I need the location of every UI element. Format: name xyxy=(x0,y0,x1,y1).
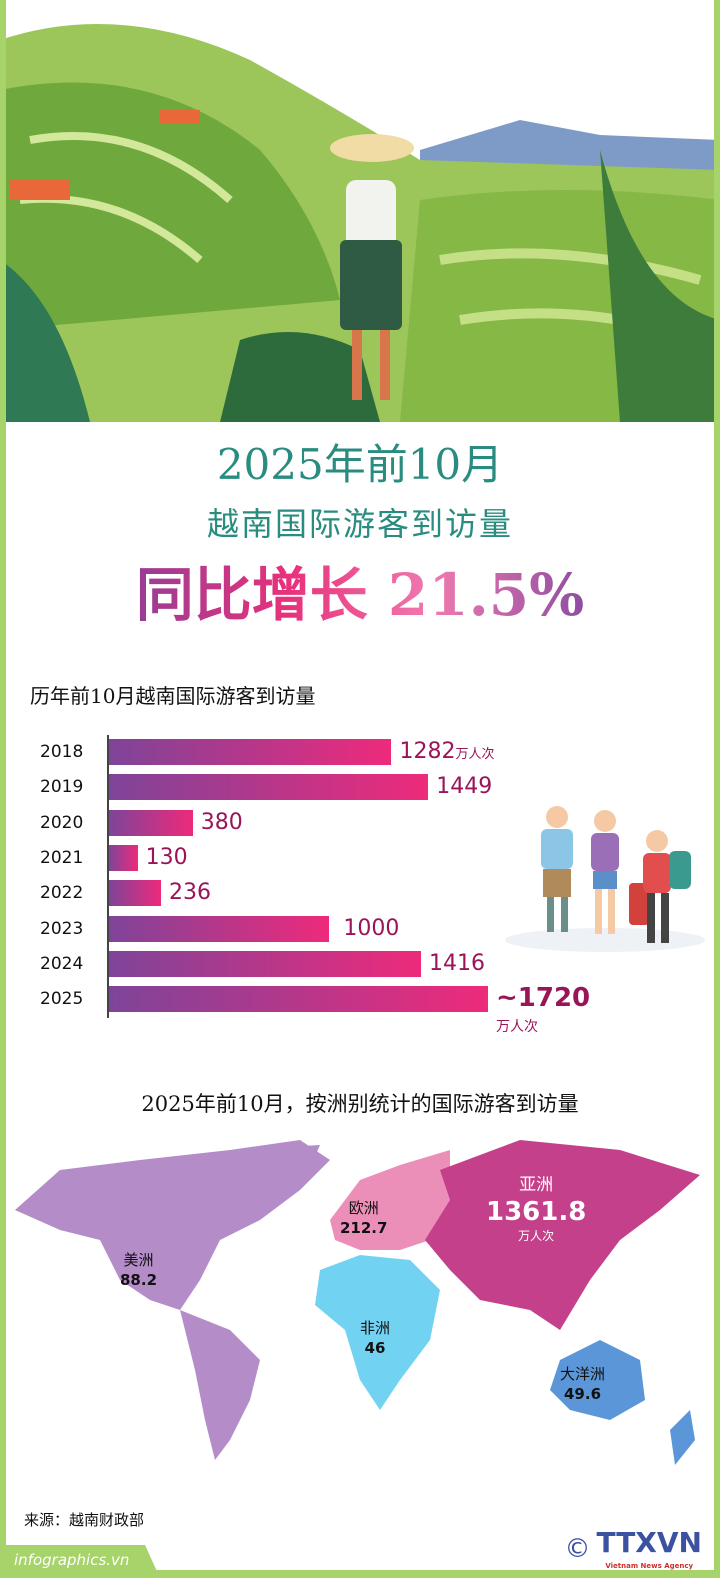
value-label: 130 xyxy=(145,844,188,870)
logo-name: TTXVN xyxy=(596,1526,702,1559)
label-europe: 欧洲 212.7 xyxy=(340,1199,388,1237)
hero-illustration xyxy=(0,0,720,422)
year-label: 2022 xyxy=(40,883,84,904)
label-oceania: 大洋洲 49.6 xyxy=(560,1365,606,1403)
year-label: 2025 xyxy=(40,989,84,1010)
bar-2025 xyxy=(109,986,488,1013)
tourists-illustration xyxy=(505,806,705,952)
year-label: 2018 xyxy=(40,742,84,762)
label-africa: 非洲 46 xyxy=(360,1319,391,1357)
value-label: 1000 xyxy=(343,915,400,941)
chart-title: 历年前10月越南国际游客到访量 xyxy=(30,684,316,708)
value-label: 1282万人次 xyxy=(399,739,495,764)
value-label: 1416 xyxy=(429,950,485,976)
bar-2020 xyxy=(109,809,193,836)
value-label: ~1720 xyxy=(496,983,591,1014)
unit-label: 万人次 xyxy=(496,1019,538,1036)
year-label: 2024 xyxy=(40,953,84,974)
site-tab[interactable]: infographics.vn xyxy=(0,1545,160,1578)
bar-2018 xyxy=(109,739,392,765)
bar-2024 xyxy=(109,950,421,977)
label-americas: 美洲 88.2 xyxy=(120,1251,158,1289)
value-label: 1449 xyxy=(436,774,493,800)
region-oceania xyxy=(550,1340,695,1465)
value-label: 380 xyxy=(200,809,243,835)
region-europe xyxy=(330,1150,450,1250)
bar-2019 xyxy=(109,774,429,801)
region-africa xyxy=(315,1255,440,1410)
region-asia xyxy=(425,1140,700,1330)
year-label: 2019 xyxy=(40,777,84,798)
year-label: 2021 xyxy=(40,847,84,868)
unit-label: 万人次 xyxy=(455,747,495,762)
region-americas xyxy=(15,1140,330,1460)
world-map: 美洲 88.2 欧洲 212.7 亚洲 1361.8 万人次 非洲 46 大洋洲 49.6 xyxy=(0,1130,720,1470)
bar-2023 xyxy=(109,915,330,942)
bar-chart: 2018 1282万人次 2019 1449 2020 380 2021 130 2022 236… xyxy=(0,735,720,1055)
chart-axis xyxy=(107,735,109,1018)
growth-highlight: 同比增长 21.5% xyxy=(0,560,720,630)
year-label: 2020 xyxy=(40,812,84,833)
logo-subtitle: Vietnam News Agency xyxy=(605,1562,694,1570)
title-line2: 越南国际游客到访量 xyxy=(206,505,513,543)
source-note: 来源：越南财政部 xyxy=(24,1511,145,1529)
ttxvn-logo: © TTXVN Vietnam News Agency xyxy=(564,1526,702,1571)
bar-2022 xyxy=(109,880,161,907)
site-link[interactable]: infographics.vn xyxy=(14,1551,130,1569)
year-label: 2023 xyxy=(40,918,84,939)
title-line1: 2025年前10月 xyxy=(216,440,504,489)
value-label: 236 xyxy=(169,880,211,906)
copyright-icon: © xyxy=(564,1533,591,1564)
label-asia: 亚洲 1361.8 万人次 xyxy=(486,1175,587,1243)
map-title: 2025年前10月，按洲别统计的国际游客到访量 xyxy=(141,1092,579,1116)
bar-2021 xyxy=(109,844,138,871)
